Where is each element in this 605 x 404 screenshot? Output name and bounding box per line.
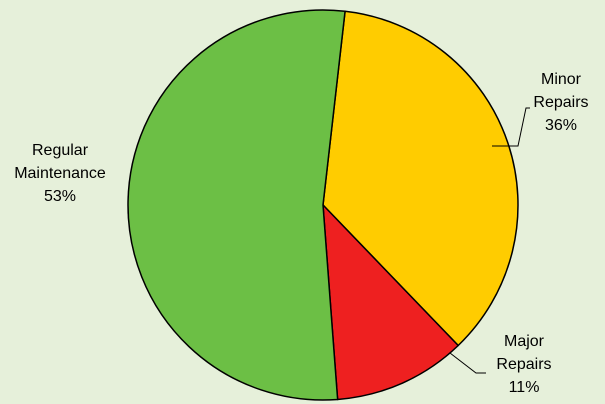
- pie-slice-minor-repairs: [322, 10, 519, 347]
- slice-category-text: Repairs: [496, 356, 551, 373]
- leader-lines: [449, 107, 530, 374]
- pie-slices: [127, 9, 519, 401]
- slice-label-minor-repairs: Minor Repairs 36%: [533, 71, 588, 134]
- slice-label-major-repairs: Major Repairs 11%: [496, 333, 551, 396]
- pie-slice-major-repairs: [322, 204, 459, 401]
- leader-line-minor-repairs: [492, 107, 530, 147]
- slice-category-text: Minor: [541, 71, 582, 88]
- leader-line-major-repairs: [449, 352, 486, 374]
- slice-percent-text: 36%: [545, 117, 577, 134]
- slice-category-text: Repairs: [533, 94, 588, 111]
- slice-category-text: Regular: [32, 142, 89, 159]
- slice-percent-text: 53%: [44, 188, 76, 205]
- slice-category-text: Maintenance: [14, 165, 106, 182]
- slice-percent-text: 11%: [509, 379, 540, 396]
- slice-labels: Minor Repairs 36% Major Repairs 11% Regular Mai…: [14, 71, 588, 396]
- slice-category-text: Major: [504, 333, 545, 350]
- pie-slice-regular-maintenance: [127, 9, 346, 401]
- slice-label-regular-maintenance: Regular Maintenance 53%: [14, 142, 106, 205]
